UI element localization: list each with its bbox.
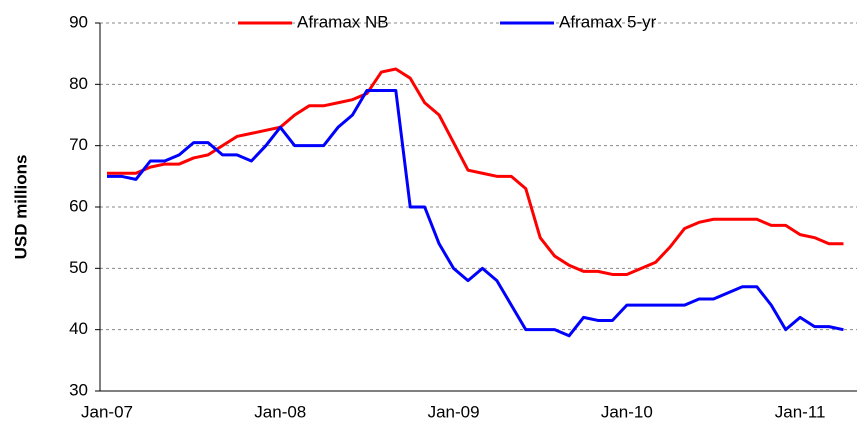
data-line	[107, 88, 844, 338]
y-tick-label: 90	[69, 12, 88, 31]
y-tick-label: 80	[69, 74, 88, 93]
y-tick-label: 70	[69, 135, 88, 154]
x-tick-label: Jan-08	[254, 402, 306, 421]
y-tick-label: 50	[69, 258, 88, 277]
x-tick-label: Jan-11	[775, 402, 826, 421]
legend-label: Aframax 5-yr	[559, 12, 657, 31]
y-axis-title: USD millions	[11, 155, 30, 260]
x-tick-label: Jan-09	[428, 402, 480, 421]
y-tick-label: 40	[69, 319, 88, 338]
legend-label: Aframax NB	[297, 12, 389, 31]
x-tick-label: Jan-10	[601, 402, 653, 421]
y-tick-label: 60	[69, 196, 88, 215]
y-tick-label: 30	[69, 380, 88, 399]
data-line	[107, 67, 844, 276]
x-tick-label: Jan-07	[81, 402, 133, 421]
